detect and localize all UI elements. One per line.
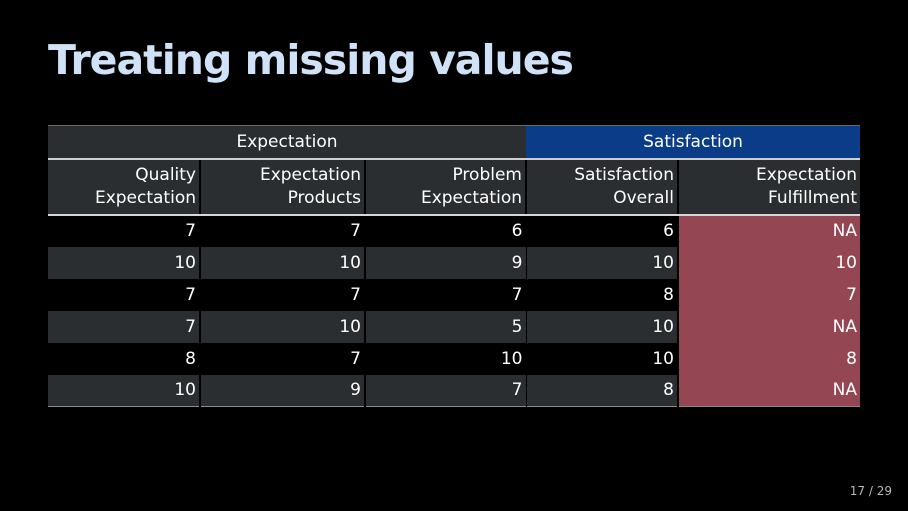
table-cell-highlighted: NA bbox=[677, 214, 860, 247]
table-cell: 7 bbox=[364, 278, 526, 311]
table-cell-highlighted: 8 bbox=[677, 342, 860, 375]
table-cell: 7 bbox=[48, 214, 200, 247]
table-cell: 10 bbox=[525, 310, 678, 343]
table-cell: 7 bbox=[48, 278, 200, 311]
column-header-line: Products bbox=[287, 187, 361, 208]
table-cell: 10 bbox=[199, 310, 365, 343]
table-cell: 8 bbox=[48, 342, 200, 375]
column-header-line: Expectation bbox=[755, 165, 857, 186]
column-header-line: Expectation bbox=[94, 187, 196, 208]
table-row: 7 7 6 6 NA bbox=[48, 214, 860, 247]
table-cell: 6 bbox=[364, 214, 526, 247]
column-header-line: Expectation bbox=[259, 165, 361, 186]
column-header-line: Expectation bbox=[420, 187, 522, 208]
group-header-row: Expectation Satisfaction bbox=[48, 125, 860, 160]
data-table: Expectation Satisfaction Quality Expectat… bbox=[48, 125, 860, 407]
group-header-expectation: Expectation bbox=[48, 125, 526, 160]
column-header-line: Satisfaction bbox=[574, 165, 674, 186]
table-cell: 7 bbox=[48, 310, 200, 343]
table-cell-highlighted: 7 bbox=[677, 278, 860, 311]
column-header-line: Problem bbox=[452, 165, 522, 186]
column-header: Satisfaction Overall bbox=[525, 158, 678, 216]
table-cell: 10 bbox=[525, 246, 678, 279]
column-header-line: Quality bbox=[135, 165, 196, 186]
table-row: 7 10 5 10 NA bbox=[48, 310, 860, 343]
column-header: Problem Expectation bbox=[364, 158, 526, 216]
column-header-line: Fulfillment bbox=[768, 187, 857, 208]
column-header: Quality Expectation bbox=[48, 158, 200, 216]
column-header-line: Overall bbox=[613, 187, 674, 208]
column-header: Expectation Products bbox=[199, 158, 365, 216]
table-cell: 7 bbox=[364, 374, 526, 407]
table-cell: 10 bbox=[199, 246, 365, 279]
table-cell: 9 bbox=[364, 246, 526, 279]
table-cell: 10 bbox=[48, 246, 200, 279]
table-cell: 7 bbox=[199, 214, 365, 247]
table-cell-highlighted: 10 bbox=[677, 246, 860, 279]
table-row: 7 7 7 8 7 bbox=[48, 278, 860, 311]
table-cell: 10 bbox=[525, 342, 678, 375]
table-cell-highlighted: NA bbox=[677, 310, 860, 343]
table-cell: 7 bbox=[199, 342, 365, 375]
table-cell: 10 bbox=[48, 374, 200, 407]
table-cell: 9 bbox=[199, 374, 365, 407]
slide-title: Treating missing values bbox=[48, 36, 574, 84]
table-row: 10 9 7 8 NA bbox=[48, 374, 860, 407]
table-row: 10 10 9 10 10 bbox=[48, 246, 860, 279]
table-cell: 8 bbox=[525, 278, 678, 311]
table-row: 8 7 10 10 8 bbox=[48, 342, 860, 375]
page-number: 17 / 29 bbox=[849, 484, 892, 498]
table-cell: 7 bbox=[199, 278, 365, 311]
column-header-row: Quality Expectation Expectation Products P… bbox=[48, 158, 860, 216]
table-cell: 5 bbox=[364, 310, 526, 343]
group-header-satisfaction: Satisfaction bbox=[526, 125, 860, 160]
column-header: Expectation Fulfillment bbox=[677, 158, 860, 216]
table-cell: 10 bbox=[364, 342, 526, 375]
table-cell-highlighted: NA bbox=[677, 374, 860, 407]
table-cell: 6 bbox=[525, 214, 678, 247]
table-cell: 8 bbox=[525, 374, 678, 407]
